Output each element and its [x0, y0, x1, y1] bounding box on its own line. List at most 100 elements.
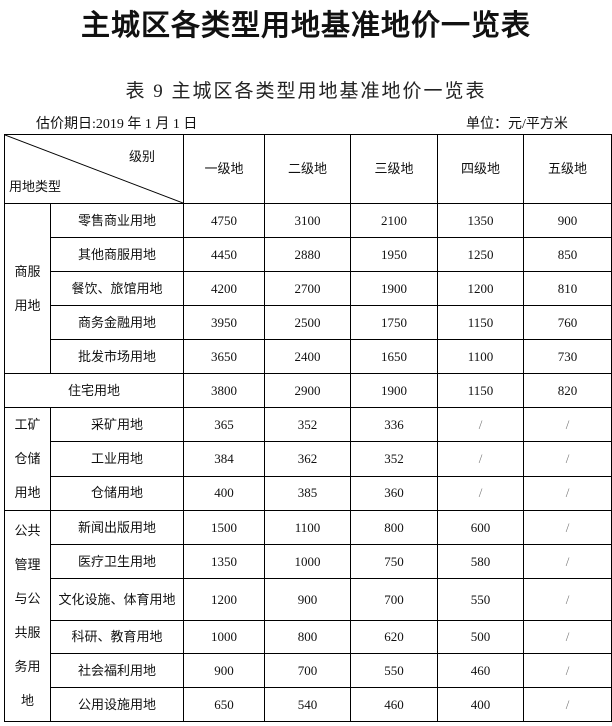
price-cell: 810 [523, 271, 612, 306]
price-cell: 550 [437, 578, 524, 621]
land-type-cell: 文化设施、体育用地 [50, 578, 184, 621]
price-cell: 620 [350, 620, 438, 654]
grade-header: 二级地 [264, 134, 351, 204]
price-cell: 4750 [183, 203, 265, 238]
price-cell: 460 [350, 687, 438, 722]
table-row: 公共管理与公共服务用地 新闻出版用地 1500 1100 800 600/ [4, 510, 612, 722]
price-cell: / [437, 475, 524, 512]
price-cell: 1000 [183, 620, 265, 654]
grade-header: 五级地 [523, 134, 612, 204]
price-cell: / [523, 687, 612, 722]
grade-header: 四级地 [437, 134, 524, 204]
price-cell: 4200 [183, 271, 265, 306]
price-cell: 2900 [264, 373, 351, 408]
price-cell: 1200 [183, 578, 265, 621]
price-cell: / [437, 406, 524, 443]
land-type-cell: 科研、教育用地 [50, 620, 184, 654]
price-cell: 1100 [437, 339, 524, 374]
price-cell: 3100 [264, 203, 351, 238]
price-cell: 1900 [350, 373, 438, 408]
land-type-cell: 批发市场用地 [50, 339, 184, 374]
price-cell: 650 [183, 687, 265, 722]
price-cell: 750 [350, 544, 438, 579]
grade-header: 三级地 [350, 134, 438, 204]
price-cell: / [437, 441, 524, 477]
price-cell: / [523, 620, 612, 654]
table-row: 商服用地 零售商业用地 4750 3100 2100 1350 900 [4, 203, 612, 374]
price-cell: 360 [350, 475, 438, 512]
price-cell: 1750 [350, 305, 438, 340]
land-category-label: 商服用地 [14, 263, 41, 313]
land-type-cell: 工业用地 [50, 441, 184, 477]
diagonal-header-cell: 级别 用地类型 [4, 134, 184, 204]
price-cell: 385 [264, 475, 351, 512]
header-row: 级别 用地类型 一级地 二级地 三级地 四级地 五级地 [4, 134, 612, 204]
land-type-cell: 医疗卫生用地 [50, 544, 184, 579]
land-type-cell: 其他商服用地 [50, 237, 184, 272]
table-row: 工业用地 384 362 352// [5, 441, 612, 477]
price-cell: 4450 [183, 237, 265, 272]
table-row: 工矿仓储用地 采矿用地 365 352 336// [4, 406, 612, 511]
land-type-cell: 仓储用地 [50, 475, 184, 512]
land-category-cell: 商服用地 [4, 203, 51, 374]
land-type-cell: 住宅用地 [4, 373, 184, 408]
price-cell: / [523, 578, 612, 621]
price-cell: 400 [437, 687, 524, 722]
price-cell: / [523, 510, 612, 545]
land-type-cell: 公用设施用地 [50, 687, 184, 722]
price-cell: 1900 [350, 271, 438, 306]
price-cell: 800 [264, 620, 351, 654]
price-cell: 362 [264, 441, 351, 477]
table-row: 文化设施、体育用地 1200 900 700 550/ [5, 578, 612, 621]
price-cell: 540 [264, 687, 351, 722]
land-category-cell: 工矿仓储用地 [4, 407, 51, 511]
table-row: 公用设施用地 650 540 460 400/ [5, 687, 612, 722]
price-cell: 800 [350, 510, 438, 545]
price-cell: 1150 [437, 373, 524, 408]
price-cell: 400 [183, 475, 265, 512]
price-cell: 2700 [264, 271, 351, 306]
diagonal-line [5, 135, 183, 203]
price-cell: 3800 [183, 373, 265, 408]
table-row: 社会福利用地 900 700 550 460/ [5, 653, 612, 688]
price-cell: 500 [437, 620, 524, 654]
price-cell: 1350 [437, 203, 524, 238]
price-cell: 2400 [264, 339, 351, 374]
table-row: 其他商服用地 4450 2880 1950 1250 850 [5, 237, 612, 272]
price-cell: 1650 [350, 339, 438, 374]
land-type-cell: 采矿用地 [50, 406, 184, 443]
land-type-cell: 社会福利用地 [50, 653, 184, 688]
price-cell: / [523, 441, 612, 477]
grade-label: 级别 [128, 149, 155, 164]
price-cell: 850 [523, 237, 612, 272]
price-cell: / [523, 475, 612, 512]
price-cell: 820 [523, 373, 612, 408]
price-cell: 600 [437, 510, 524, 545]
price-cell: 3650 [183, 339, 265, 374]
price-cell: / [523, 544, 612, 579]
land-category-cell: 公共管理与公共服务用地 [4, 510, 51, 722]
price-cell: / [523, 653, 612, 688]
land-price-table: 级别 用地类型 一级地 二级地 三级地 四级地 五级地 商服用地 零售商业用地 47… [4, 134, 612, 722]
table-row: 住宅用地 3800 2900 1900 1150 820 [4, 373, 612, 408]
price-cell: 1200 [437, 271, 524, 306]
price-cell: 2880 [264, 237, 351, 272]
price-cell: 1250 [437, 237, 524, 272]
land-category-label: 工矿仓储用地 [14, 417, 41, 500]
price-cell: 900 [523, 203, 612, 238]
table-row: 仓储用地 400 385 360// [5, 475, 612, 512]
table-row: 科研、教育用地 1000 800 620 500/ [5, 620, 612, 654]
price-cell: 1100 [264, 510, 351, 545]
grade-header: 一级地 [183, 134, 265, 204]
price-cell: 550 [350, 653, 438, 688]
price-cell: 352 [350, 441, 438, 477]
price-cell: 1000 [264, 544, 351, 579]
land-type-cell: 新闻出版用地 [50, 510, 184, 545]
price-cell: 760 [523, 305, 612, 340]
land-type-cell: 零售商业用地 [50, 203, 184, 238]
price-cell: 700 [264, 653, 351, 688]
price-cell: 365 [183, 406, 265, 443]
price-cell: 460 [437, 653, 524, 688]
price-cell: 700 [350, 578, 438, 621]
price-cell: 384 [183, 441, 265, 477]
